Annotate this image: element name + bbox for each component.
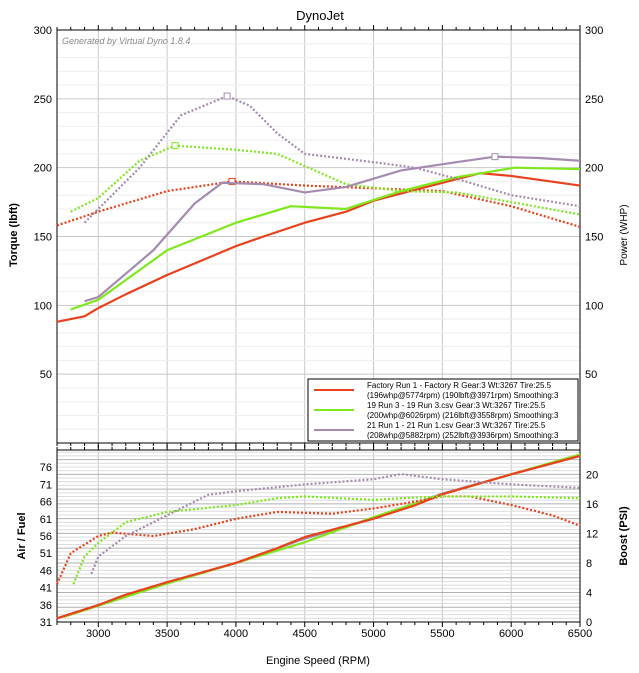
- peak-marker: [171, 142, 179, 150]
- x-tick-label: 4500: [292, 628, 316, 640]
- series-line-1-3: [55, 495, 581, 585]
- legend-entry-factory-line2: (196whp@5774rpm) (190lbft@3971rpm) Smoot…: [367, 391, 559, 400]
- y2-tick-label: 300: [585, 25, 603, 37]
- series-line-1-4: [72, 495, 581, 585]
- y-axis-label-airfuel: Air / Fuel: [16, 512, 28, 559]
- y-tick-label: 71: [40, 479, 52, 491]
- legend-entry-run21-line2: (208whp@5882rpm) (252lbft@3936rpm) Smoot…: [367, 431, 559, 440]
- peak-marker: [491, 153, 499, 161]
- y-tick-label: 56: [40, 531, 52, 543]
- x-tick-label: 4000: [224, 628, 248, 640]
- legend-entry-run21-line1: 21 Run 1 - 21 Run 1.csv Gear:3 Wt:3267 T…: [367, 421, 546, 430]
- y-tick-label: 66: [40, 497, 52, 509]
- y2-tick-label: 20: [586, 469, 598, 481]
- y-tick-label: 250: [34, 94, 52, 106]
- y-tick-label: 100: [34, 300, 52, 312]
- y2-axis-label-power: Power (WHP): [619, 204, 630, 265]
- x-axis-label: Engine Speed (RPM): [266, 655, 370, 667]
- chart-title: DynoJet: [296, 8, 344, 23]
- y2-tick-label: 12: [586, 528, 598, 540]
- x-tick-label: 6500: [568, 628, 592, 640]
- y-tick-label: 300: [34, 25, 52, 37]
- y2-tick-label: 200: [585, 163, 603, 175]
- series-line-1-2: [56, 454, 581, 620]
- y-tick-label: 150: [34, 232, 52, 244]
- legend: Factory Run 1 - Factory R Gear:3 Wt:3267…: [307, 378, 579, 442]
- y2-tick-label: 250: [585, 94, 603, 106]
- x-tick-label: 5000: [361, 628, 385, 640]
- y2-tick-label: 150: [585, 232, 603, 244]
- legend-entry-run19-line2: (200whp@6026rpm) (216lbft@3558rpm) Smoot…: [367, 411, 559, 420]
- y-tick-label: 41: [40, 583, 52, 595]
- y-tick-label: 50: [40, 369, 52, 381]
- y2-tick-label: 4: [586, 587, 592, 599]
- series-line-0-1: [56, 180, 581, 228]
- x-tick-label: 5500: [430, 628, 454, 640]
- y2-tick-label: 16: [586, 499, 598, 511]
- x-tick-label: 3000: [86, 628, 110, 640]
- series-line-0-2: [70, 166, 581, 311]
- y-tick-label: 46: [40, 565, 52, 577]
- x-tick-label: 6000: [499, 628, 523, 640]
- y2-tick-label: 8: [586, 558, 592, 570]
- y-axis-label-torque: Torque (lbft): [8, 203, 20, 267]
- y-tick-label: 36: [40, 600, 52, 612]
- y-tick-label: 61: [40, 514, 52, 526]
- series-line-1-5: [90, 472, 581, 575]
- y-tick-label: 31: [40, 617, 52, 629]
- y2-tick-label: 100: [585, 300, 603, 312]
- x-tick-label: 3500: [155, 628, 179, 640]
- y2-tick-label: 0: [586, 617, 592, 629]
- y-tick-label: 76: [40, 462, 52, 474]
- y-tick-label: 200: [34, 163, 52, 175]
- series-line-0-5: [83, 94, 581, 224]
- legend-entry-run19-line1: 19 Run 3 - 19 Run 3.csv Gear:3 Wt:3267 T…: [367, 401, 546, 410]
- y2-axis-label-boost: Boost (PSI): [618, 506, 630, 566]
- y-tick-label: 51: [40, 548, 52, 560]
- y2-tick-label: 50: [585, 369, 597, 381]
- peak-marker: [228, 177, 236, 185]
- legend-entry-factory-line1: Factory Run 1 - Factory R Gear:3 Wt:3267…: [367, 381, 552, 390]
- watermark: Generated by Virtual Dyno 1.8.4: [62, 36, 190, 46]
- peak-marker: [223, 92, 231, 100]
